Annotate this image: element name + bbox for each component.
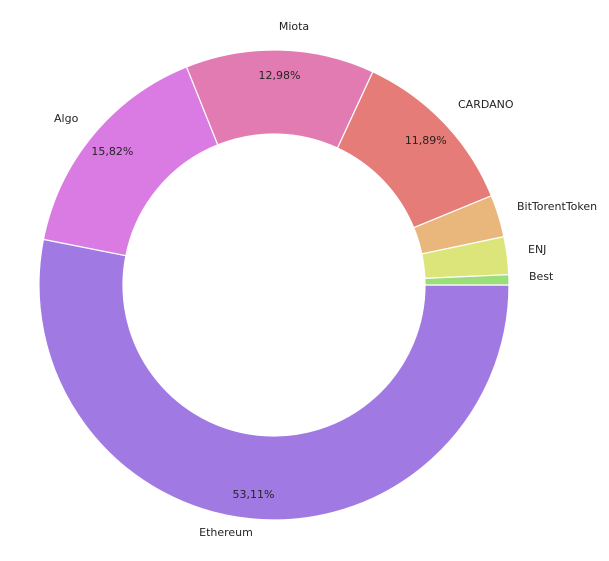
slice-label-algo: Algo: [54, 112, 79, 125]
slice-label-enj: ENJ: [528, 243, 546, 256]
value-label-algo: 15,82%: [91, 145, 133, 158]
slice-best[interactable]: [424, 274, 510, 286]
slice-algo[interactable]: [42, 66, 219, 257]
slice-label-bittorenttoken: BitTorentToken: [517, 200, 597, 213]
slice-label-best: Best: [529, 270, 554, 283]
slices-layer: [38, 49, 510, 521]
slice-label-miota: Miota: [279, 20, 309, 33]
value-label-cardano: 11,89%: [405, 134, 447, 147]
value-label-ethereum: 53,11%: [233, 488, 275, 501]
slice-label-cardano: CARDANO: [458, 98, 514, 111]
slice-label-ethereum: Ethereum: [199, 526, 253, 539]
value-label-miota: 12,98%: [259, 69, 301, 82]
slice-ethereum[interactable]: [38, 238, 510, 521]
labels-layer: Ethereum 53,11% Algo 15,82% Miota 12,98% CARDA…: [54, 20, 597, 539]
